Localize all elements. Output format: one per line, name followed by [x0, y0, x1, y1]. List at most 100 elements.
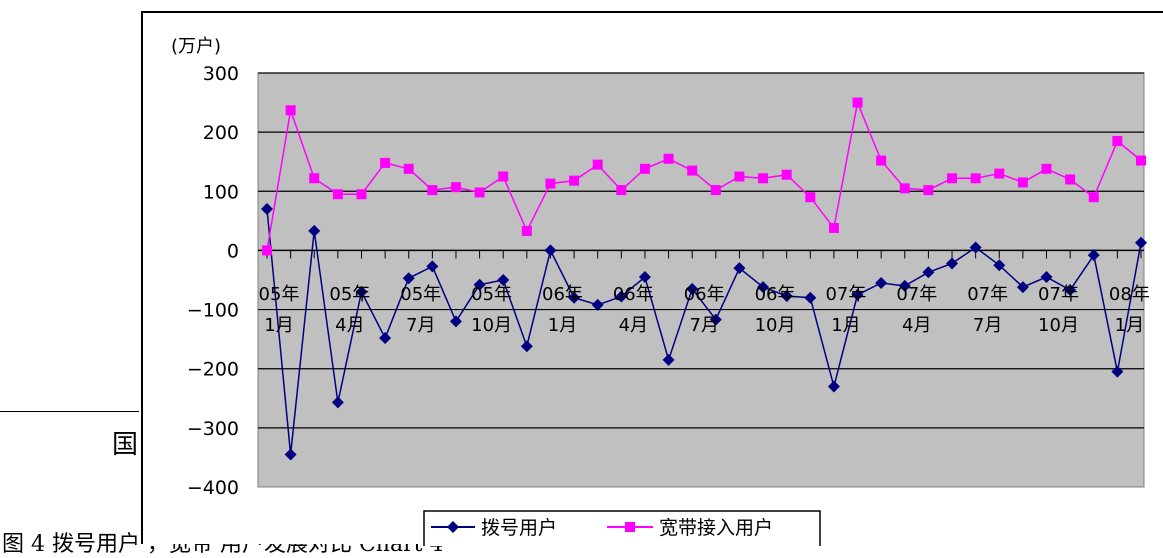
data-point-broadband [639, 163, 650, 174]
x-tick-label-month: 7月 [973, 315, 1002, 336]
data-point-dialup [331, 396, 344, 409]
data-point-broadband [450, 182, 461, 193]
data-point-dialup [544, 244, 557, 257]
x-tick-label-month: 10月 [755, 315, 796, 336]
data-point-broadband [710, 185, 721, 196]
plot-area [257, 72, 1145, 488]
data-point-broadband [1112, 136, 1123, 147]
x-tick-label-year: 05年 [471, 284, 512, 305]
data-point-dialup [733, 262, 746, 275]
data-point-dialup [449, 315, 462, 328]
background-rule-line [0, 411, 139, 412]
data-point-broadband [1065, 174, 1076, 185]
data-point-broadband [545, 178, 556, 189]
data-point-dialup [1135, 236, 1147, 249]
data-point-dialup [922, 266, 935, 279]
data-point-broadband [781, 169, 792, 180]
data-point-broadband [474, 187, 485, 198]
data-point-broadband [923, 185, 934, 196]
data-point-dialup [946, 257, 959, 270]
x-tick-label-year: 06年 [542, 284, 583, 305]
legend-label-broadband: 宽带接入用户 [659, 517, 773, 539]
y-tick-label: −400 [187, 477, 239, 499]
legend: 拨号用户 宽带接入用户 [423, 510, 821, 546]
data-point-broadband [852, 97, 863, 108]
x-tick-label-year: 06年 [755, 284, 796, 305]
data-point-broadband [332, 189, 343, 200]
data-point-broadband [1041, 163, 1052, 174]
legend-label-dialup: 拨号用户 [481, 517, 557, 539]
grid-layer [258, 72, 1144, 429]
data-point-dialup [1040, 271, 1053, 284]
data-point-dialup [261, 203, 273, 216]
data-point-dialup [615, 290, 628, 303]
data-point-dialup [473, 278, 486, 291]
data-point-dialup [402, 272, 415, 285]
x-tick-label-year: 05年 [400, 284, 441, 305]
data-point-dialup [993, 259, 1006, 272]
x-tick-label-month: 4月 [902, 315, 931, 336]
x-tick-label-year: 05年 [329, 284, 370, 305]
x-tick-label-year: 07年 [967, 284, 1008, 305]
x-tick-label-month: 4月 [619, 315, 648, 336]
data-point-dialup [1111, 365, 1124, 378]
data-point-dialup [686, 282, 699, 295]
data-point-broadband [663, 153, 674, 164]
data-point-dialup [284, 448, 297, 461]
x-tick-label-month: 10月 [471, 315, 512, 336]
series-layer [261, 97, 1147, 461]
data-point-dialup [780, 289, 793, 302]
x-tick-label-year: 06年 [684, 284, 725, 305]
x-tick-label-month: 4月 [335, 315, 364, 336]
data-point-broadband [758, 173, 769, 184]
x-tick-label-year: 05年 [259, 284, 300, 305]
data-point-broadband [1136, 155, 1146, 166]
data-point-broadband [309, 173, 320, 184]
data-point-broadband [876, 155, 887, 166]
x-axis-layer [258, 249, 1144, 259]
data-point-dialup [379, 331, 392, 344]
data-point-dialup [804, 291, 817, 304]
data-point-dialup [520, 340, 533, 353]
legend-box [423, 510, 821, 546]
y-tick-label: −200 [187, 359, 239, 381]
data-point-dialup [638, 271, 651, 284]
data-point-broadband [1088, 192, 1099, 203]
y-tick-label: 100 [203, 181, 239, 203]
x-tick-label-year: 07年 [896, 284, 937, 305]
chart-frame: (万户) 300 200 100 0 −100 −200 −300 −400 05年 1月 05年… [141, 11, 1163, 546]
data-point-dialup [827, 380, 840, 393]
legend-swatch-marker-dialup [447, 521, 459, 533]
x-tick-label-month: 1月 [831, 315, 860, 336]
data-point-dialup [969, 241, 982, 254]
x-tick-label-month: 1月 [264, 315, 293, 336]
data-point-dialup [662, 353, 675, 366]
data-point-broadband [1017, 177, 1028, 188]
data-point-dialup [898, 279, 911, 292]
y-tick-label: 300 [203, 63, 239, 85]
data-point-dialup [851, 288, 864, 301]
data-point-broadband [262, 245, 272, 256]
data-point-broadband [427, 185, 438, 196]
data-point-broadband [899, 183, 910, 194]
y-tick-label: 200 [203, 122, 239, 144]
data-point-broadband [498, 171, 509, 182]
data-point-broadband [947, 173, 958, 184]
data-point-dialup [1016, 281, 1029, 294]
y-tick-label: −300 [187, 418, 239, 440]
data-point-dialup [355, 285, 368, 298]
x-tick-label-year: 07年 [825, 284, 866, 305]
data-point-broadband [828, 222, 839, 233]
data-point-broadband [805, 192, 816, 203]
data-point-broadband [285, 105, 296, 116]
data-point-dialup [1087, 249, 1100, 262]
x-tick-label-month: 1月 [548, 315, 577, 336]
data-point-broadband [734, 171, 745, 182]
data-point-dialup [709, 313, 722, 326]
data-point-broadband [356, 189, 367, 200]
data-point-broadband [380, 157, 391, 168]
x-tick-layer: 05年 1月 05年 4月 05年 7月 05年 10月 06年 1月 06年 4月 06年 7月 06年 1… [259, 284, 1150, 336]
x-tick-label-month: 7月 [689, 315, 718, 336]
x-tick-label-month: 1月 [1115, 315, 1144, 336]
